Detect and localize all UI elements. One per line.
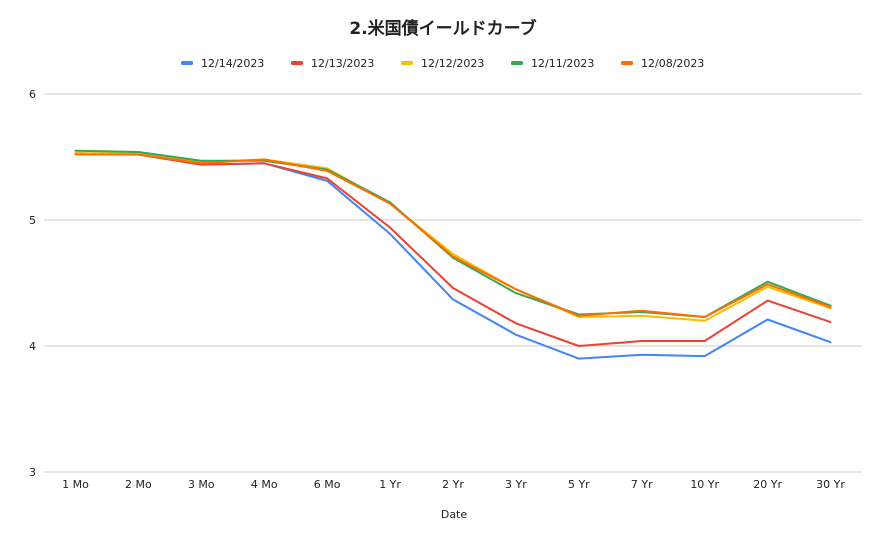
legend-item-3[interactable]: 12/12/2023 [401,57,484,70]
x-tick-label: 1 Yr [379,478,401,491]
y-tick-label: 3 [29,466,36,479]
x-tick-label: 30 Yr [816,478,845,491]
y-axis-ticks: 3 4 5 6 [29,88,36,479]
y-tick-label: 5 [29,214,36,227]
legend-label: 12/13/2023 [311,57,374,70]
legend-item-2[interactable]: 12/13/2023 [291,57,374,70]
legend-swatch [291,61,303,65]
y-tick-label: 4 [29,340,36,353]
chart-title: 2.米国債イールドカーブ [349,18,536,39]
series-line-3[interactable] [74,152,832,322]
x-tick-label: 5 Yr [568,478,590,491]
legend-swatch [181,61,193,65]
x-tick-label: 7 Yr [631,478,653,491]
x-axis-ticks: 1 Mo 2 Mo 3 Mo 4 Mo 6 Mo 1 Yr 2 Yr 3 Yr 5 Yr 7 Yr… [62,478,845,491]
legend-label: 12/12/2023 [421,57,484,70]
legend-swatch [621,61,633,65]
legend-label: 12/11/2023 [531,57,594,70]
series-line-5[interactable] [74,153,832,318]
series-line-4[interactable] [74,149,832,318]
legend-item-1[interactable]: 12/14/2023 [181,57,264,70]
x-tick-label: 2 Mo [125,478,152,491]
legend-label: 12/08/2023 [641,57,704,70]
x-tick-label: 10 Yr [690,478,719,491]
legend-item-4[interactable]: 12/11/2023 [511,57,594,70]
legend[interactable]: 12/14/2023 12/13/2023 12/12/2023 12/11/2023… [181,57,704,70]
grid-lines [44,93,862,473]
x-tick-label: 6 Mo [314,478,341,491]
legend-label: 12/14/2023 [201,57,264,70]
legend-item-5[interactable]: 12/08/2023 [621,57,704,70]
series-line-2[interactable] [74,152,832,347]
x-tick-label: 1 Mo [62,478,89,491]
series-lines[interactable] [74,149,832,360]
x-axis-label: Date [441,508,468,521]
y-tick-label: 6 [29,88,36,101]
legend-swatch [401,61,413,65]
x-tick-label: 4 Mo [251,478,278,491]
x-tick-label: 20 Yr [753,478,782,491]
x-tick-label: 3 Yr [505,478,527,491]
x-tick-label: 3 Mo [188,478,215,491]
x-tick-label: 2 Yr [442,478,464,491]
legend-swatch [511,61,523,65]
